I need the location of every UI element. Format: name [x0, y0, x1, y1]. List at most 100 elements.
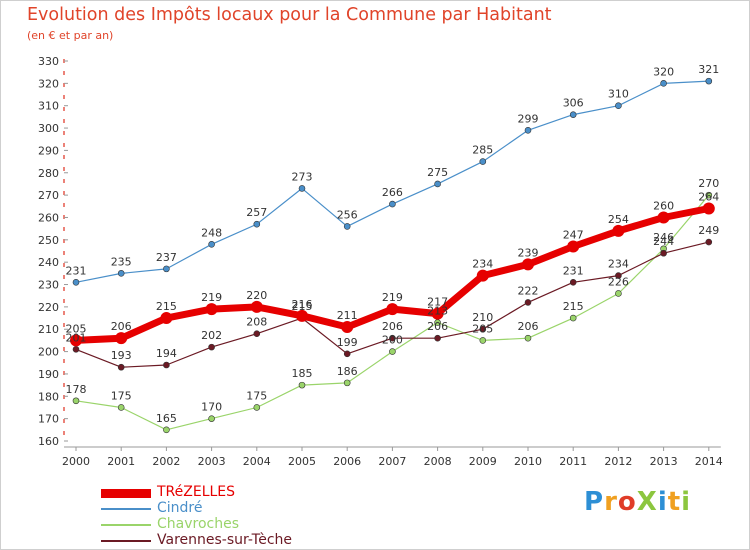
- data-label-trezelles: 220: [246, 289, 267, 302]
- data-point-trezelles: [250, 300, 263, 313]
- data-point-trezelles: [567, 240, 580, 253]
- data-label-trezelles: 260: [653, 199, 674, 212]
- data-point-varennes-sur-teche: [163, 361, 170, 369]
- data-point-chavroches: [298, 381, 306, 389]
- data-label-trezelles: 219: [201, 291, 222, 304]
- x-tick-label: 2008: [424, 455, 452, 468]
- data-label-trezelles: 206: [111, 320, 132, 333]
- chart-subtitle: (en € et par an): [27, 29, 114, 42]
- legend-label: Varennes-sur-Tèche: [157, 532, 293, 548]
- data-point-trezelles: [612, 224, 625, 237]
- data-point-chavroches: [117, 404, 125, 411]
- data-label-cindre: 321: [698, 63, 719, 76]
- y-tick-label: 310: [38, 100, 59, 113]
- data-label-trezelles: 219: [382, 291, 403, 304]
- x-tick-label: 2011: [559, 455, 587, 468]
- logo-letter: t: [667, 487, 682, 517]
- y-tick-label: 300: [38, 122, 59, 135]
- data-label-chavroches: 270: [698, 177, 719, 190]
- y-tick-label: 270: [38, 189, 59, 202]
- data-point-chavroches: [705, 191, 713, 199]
- data-label-trezelles: 216: [292, 298, 313, 311]
- data-label-chavroches: 165: [156, 412, 177, 425]
- legend-item-chavroches: Chavroches: [101, 516, 361, 533]
- data-label-varennes-sur-teche: 234: [608, 258, 629, 271]
- data-point-trezelles: [160, 312, 173, 325]
- legend-swatch: [101, 508, 151, 510]
- data-label-trezelles: 234: [472, 258, 493, 271]
- data-point-varennes-sur-teche: [117, 363, 125, 371]
- y-tick-label: 220: [38, 301, 59, 314]
- y-tick-label: 180: [38, 390, 59, 403]
- legend-item-varennes-sur-teche: Varennes-sur-Tèche: [101, 532, 361, 549]
- data-label-chavroches: 186: [337, 365, 358, 378]
- data-point-chavroches: [569, 314, 577, 322]
- data-point-trezelles: [70, 334, 82, 347]
- logo-letter: P: [584, 487, 605, 517]
- y-tick-label: 240: [38, 256, 59, 269]
- y-tick-label: 250: [38, 234, 59, 247]
- data-label-varennes-sur-teche: 194: [156, 347, 177, 360]
- data-label-varennes-sur-teche: 249: [698, 224, 719, 237]
- data-point-varennes-sur-teche: [72, 346, 80, 353]
- data-point-cindre: [660, 80, 667, 87]
- data-point-trezelles: [431, 307, 444, 320]
- data-label-cindre: 231: [66, 264, 87, 277]
- data-point-chavroches: [524, 334, 532, 342]
- y-tick-label: 260: [38, 211, 59, 224]
- chart-title: Evolution des Impôts locaux pour la Comm…: [27, 5, 552, 25]
- data-label-cindre: 320: [653, 65, 674, 78]
- data-label-cindre: 299: [518, 112, 539, 125]
- data-label-cindre: 275: [427, 166, 448, 179]
- data-point-trezelles: [476, 269, 489, 282]
- data-point-trezelles: [115, 332, 128, 345]
- y-tick-label: 330: [38, 55, 59, 68]
- data-label-chavroches: 206: [518, 320, 539, 333]
- data-label-cindre: 285: [472, 144, 493, 157]
- data-label-varennes-sur-teche: 193: [111, 349, 132, 362]
- x-tick-label: 2013: [650, 455, 678, 468]
- data-point-trezelles: [386, 303, 399, 316]
- data-label-trezelles: 254: [608, 213, 629, 226]
- legend-label: Cindré: [157, 500, 203, 516]
- data-label-chavroches: 185: [292, 367, 313, 380]
- legend-item-trezelles: TRéZELLES: [101, 484, 361, 501]
- y-tick-label: 210: [38, 323, 59, 336]
- y-tick-label: 290: [38, 144, 59, 157]
- data-point-chavroches: [615, 290, 622, 297]
- data-point-varennes-sur-teche: [615, 272, 622, 279]
- data-label-chavroches: 215: [563, 300, 584, 313]
- data-point-varennes-sur-teche: [569, 278, 577, 286]
- legend-swatch: [101, 540, 151, 542]
- y-tick-label: 170: [38, 413, 59, 426]
- data-label-varennes-sur-teche: 199: [337, 336, 358, 349]
- data-point-varennes-sur-teche: [343, 350, 351, 358]
- y-tick-label: 200: [38, 346, 59, 359]
- data-label-chavroches: 175: [246, 389, 267, 402]
- data-point-varennes-sur-teche: [660, 249, 667, 257]
- x-tick-label: 2003: [198, 455, 226, 468]
- x-tick-label: 2004: [243, 455, 271, 468]
- x-tick-label: 2002: [152, 455, 180, 468]
- data-label-chavroches: 213: [427, 305, 448, 318]
- data-point-varennes-sur-teche: [389, 334, 396, 342]
- logo-letter: o: [617, 487, 637, 517]
- legend-label: Chavroches: [157, 516, 240, 532]
- y-tick-label: 190: [38, 368, 59, 381]
- data-point-cindre: [389, 200, 396, 208]
- x-tick-label: 2005: [288, 455, 316, 468]
- y-tick-label: 230: [38, 279, 59, 292]
- legend-item-cindre: Cindré: [101, 500, 361, 517]
- data-label-varennes-sur-teche: 201: [66, 331, 87, 344]
- data-label-cindre: 248: [201, 226, 222, 239]
- data-point-chavroches: [389, 348, 396, 355]
- x-tick-label: 2006: [333, 455, 361, 468]
- legend: TRéZELLES Cindré Chavroches Varennes-sur-Tè…: [101, 484, 361, 549]
- data-label-trezelles: 211: [337, 309, 358, 322]
- data-label-cindre: 256: [337, 208, 358, 221]
- data-point-cindre: [117, 270, 125, 277]
- data-label-varennes-sur-teche: 208: [246, 316, 267, 329]
- y-tick-label: 320: [38, 77, 59, 90]
- legend-swatch: [101, 489, 151, 498]
